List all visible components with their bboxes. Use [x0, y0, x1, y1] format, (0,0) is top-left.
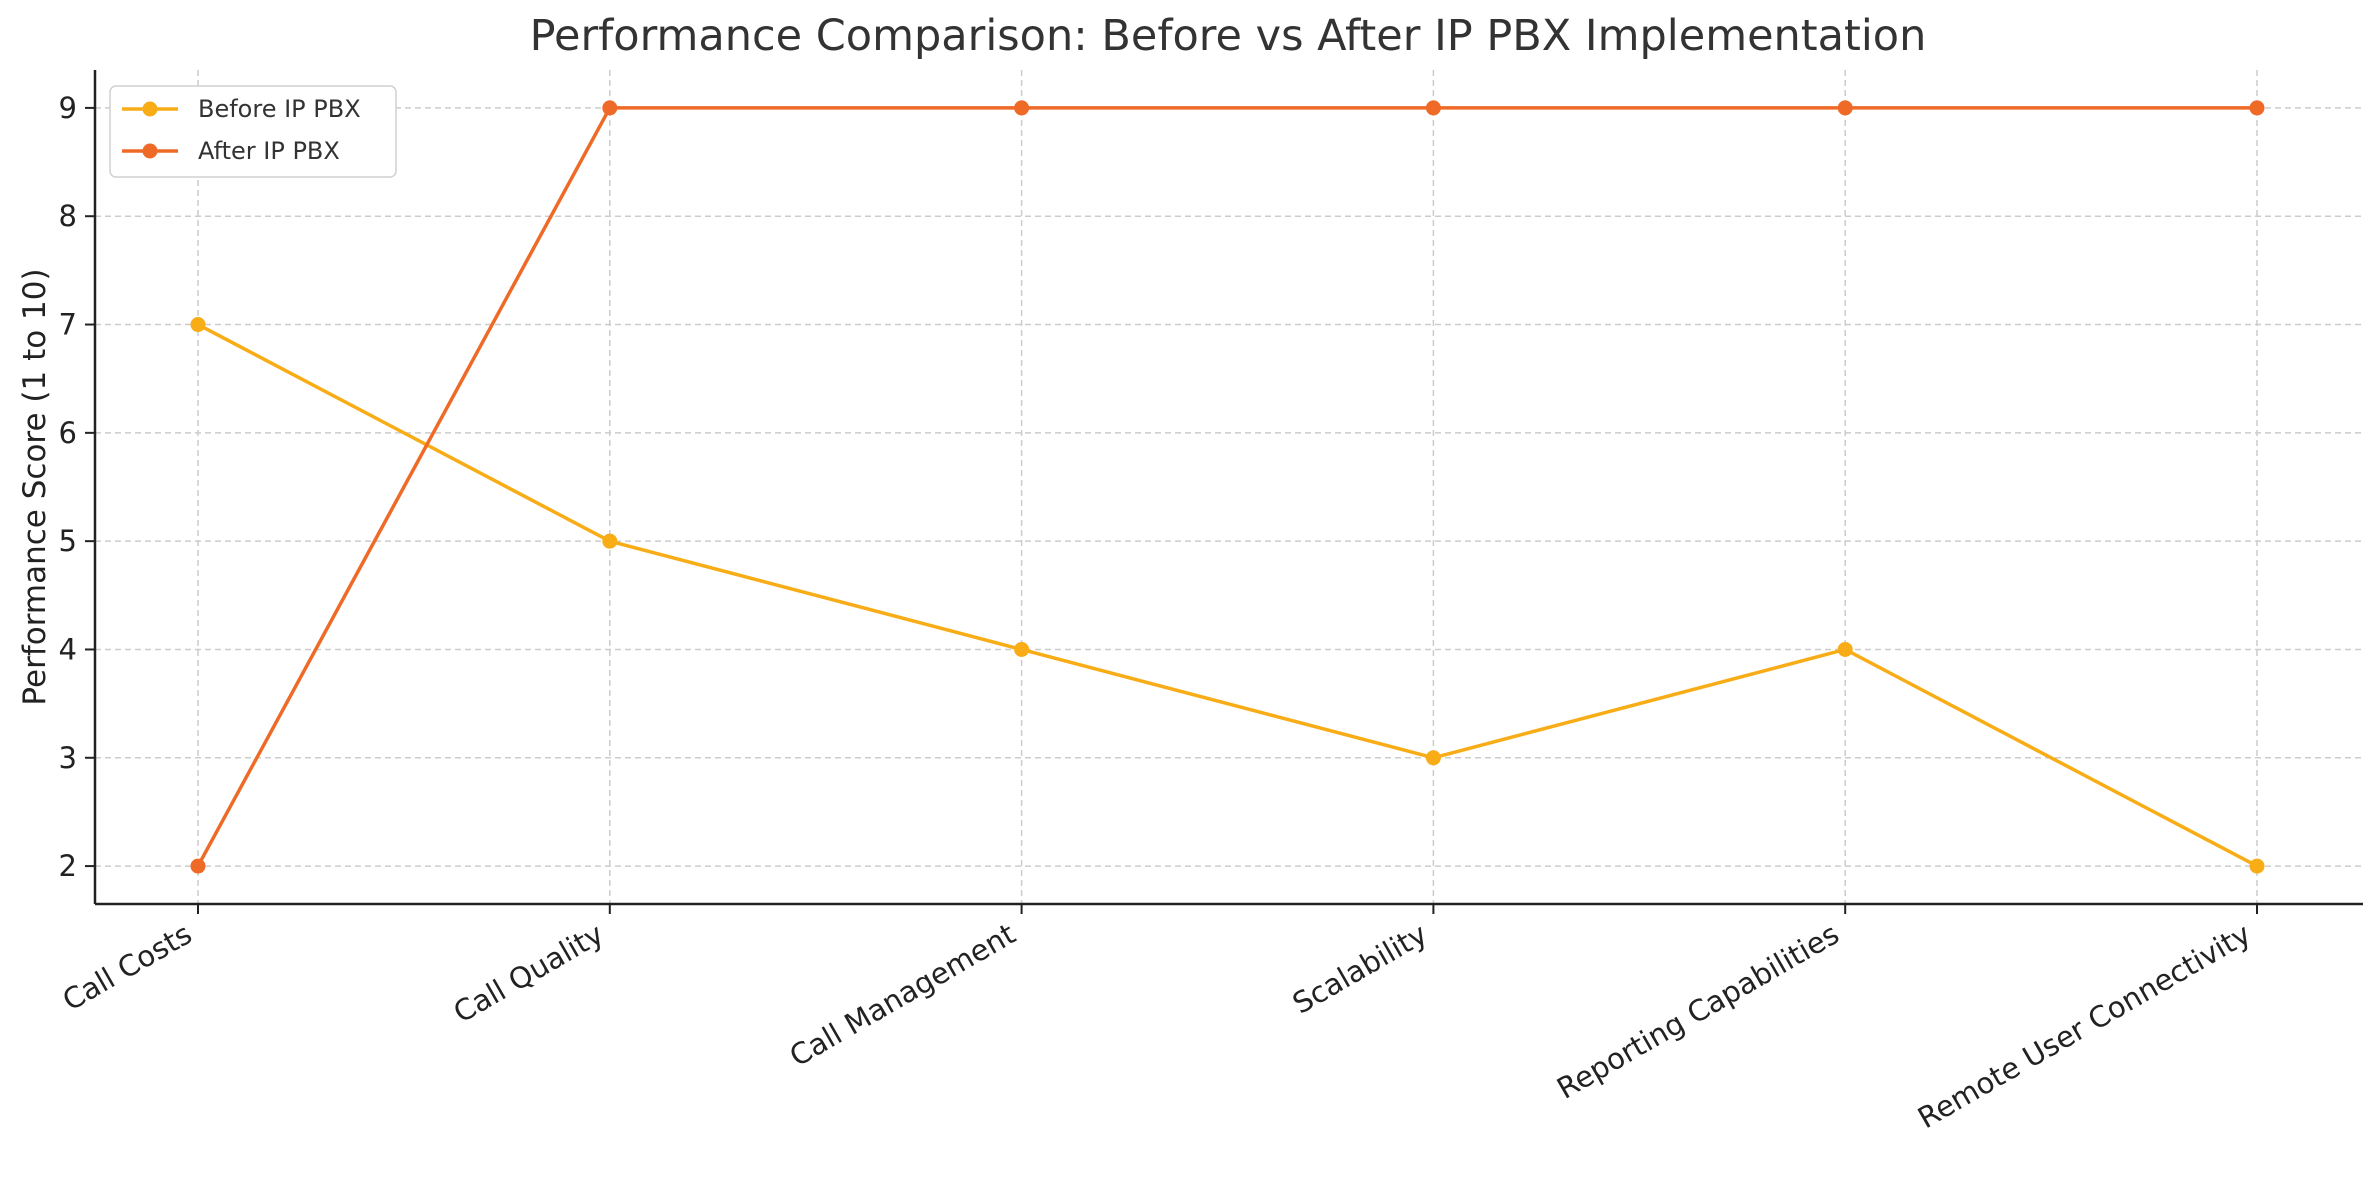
data-point [2249, 858, 2265, 874]
legend-label: Before IP PBX [198, 95, 361, 123]
y-tick-label: 9 [59, 91, 77, 125]
legend-swatch-marker [142, 143, 158, 159]
data-point [190, 858, 206, 874]
series [190, 100, 2265, 874]
series-line-1 [196, 106, 2257, 867]
series-line-0 [197, 322, 2258, 868]
data-point [1837, 100, 1853, 116]
chart-title: Performance Comparison: Before vs After … [530, 11, 1927, 61]
data-point [1014, 641, 1030, 657]
data-point [602, 533, 618, 549]
legend: Before IP PBX After IP PBX [109, 85, 397, 178]
x-tick-label: Call Costs [57, 917, 198, 1018]
data-point [1837, 641, 1853, 657]
y-tick-label: 4 [59, 632, 77, 666]
x-tick-label: Call Quality [448, 917, 610, 1030]
grid [95, 70, 2363, 904]
data-point [2249, 100, 2265, 116]
data-point [1014, 100, 1030, 116]
x-tick-label: Scalability [1287, 917, 1433, 1021]
legend-swatch-marker [142, 101, 158, 117]
y-tick-label: 3 [59, 741, 77, 775]
x-tick-label: Reporting Capabilities [1551, 917, 1845, 1106]
legend-frame [109, 85, 397, 178]
data-point [1425, 100, 1441, 116]
y-tick-label: 2 [59, 849, 77, 883]
y-tick-label: 6 [59, 416, 77, 450]
x-tick-label: Call Management [784, 917, 1021, 1074]
y-tick-label: 8 [59, 199, 77, 233]
legend-label: After IP PBX [198, 137, 340, 165]
y-tick-label: 5 [59, 524, 77, 558]
data-point [602, 100, 618, 116]
y-axis-label: Performance Score (1 to 10) [17, 268, 53, 705]
y-tick-label: 7 [59, 308, 77, 342]
data-point [1425, 750, 1441, 766]
axes [93, 70, 2363, 906]
data-point [190, 317, 206, 333]
x-tick-label: Remote User Connectivity [1912, 917, 2256, 1136]
ticks: 2 3 4 5 6 7 8 9 Call Costs Call Quality Call Manag… [57, 91, 2258, 1136]
